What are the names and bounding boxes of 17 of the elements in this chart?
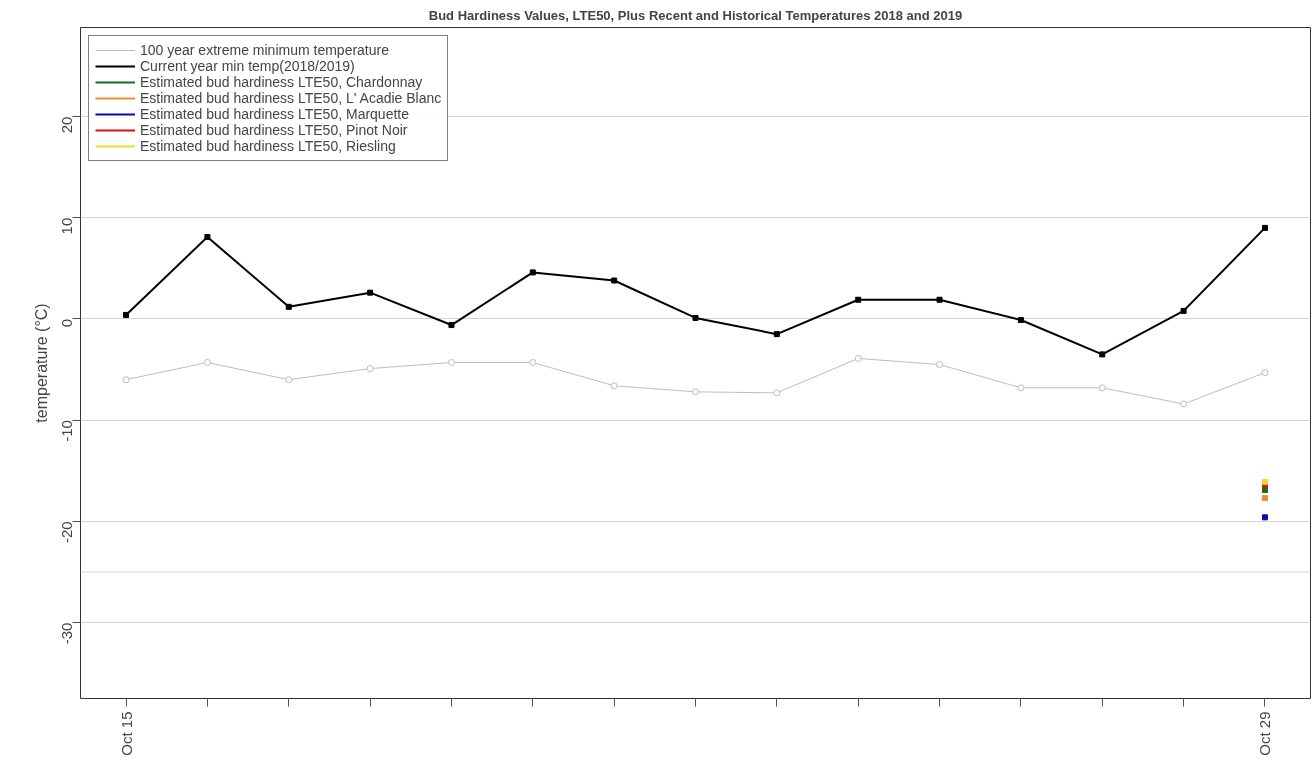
legend-label: Estimated bud hardiness LTE50, L' Acadie Blanc	[140, 90, 442, 106]
x-tick-label: Oct 15	[117, 711, 135, 756]
y-tick-label: 20	[58, 116, 76, 134]
chart-title: Bud Hardiness Values, LTE50, Plus Recent and Historical Temperatures 2018 and 2019	[428, 7, 963, 23]
y-axis-title: temperature (°C)	[32, 303, 50, 423]
x-tick-label: Oct 29	[1256, 711, 1274, 756]
y-tick-label: -10	[58, 420, 76, 442]
legend-label: 100 year extreme minimum temperature	[140, 42, 389, 58]
y-tick-label: 0	[58, 318, 76, 328]
legend-label: Estimated bud hardiness LTE50, Riesling	[140, 138, 396, 154]
y-tick-label: -30	[58, 622, 76, 645]
legend-label: Current year min temp(2018/2019)	[140, 58, 355, 74]
y-tick-label: -20	[58, 521, 76, 544]
legend-label: Estimated bud hardiness LTE50, Marquette	[140, 106, 410, 122]
legend-label: Estimated bud hardiness LTE50, Pinot Noir	[140, 122, 408, 138]
legend-label: Estimated bud hardiness LTE50, Chardonnay	[140, 74, 423, 90]
y-tick-label: 10	[58, 217, 76, 235]
